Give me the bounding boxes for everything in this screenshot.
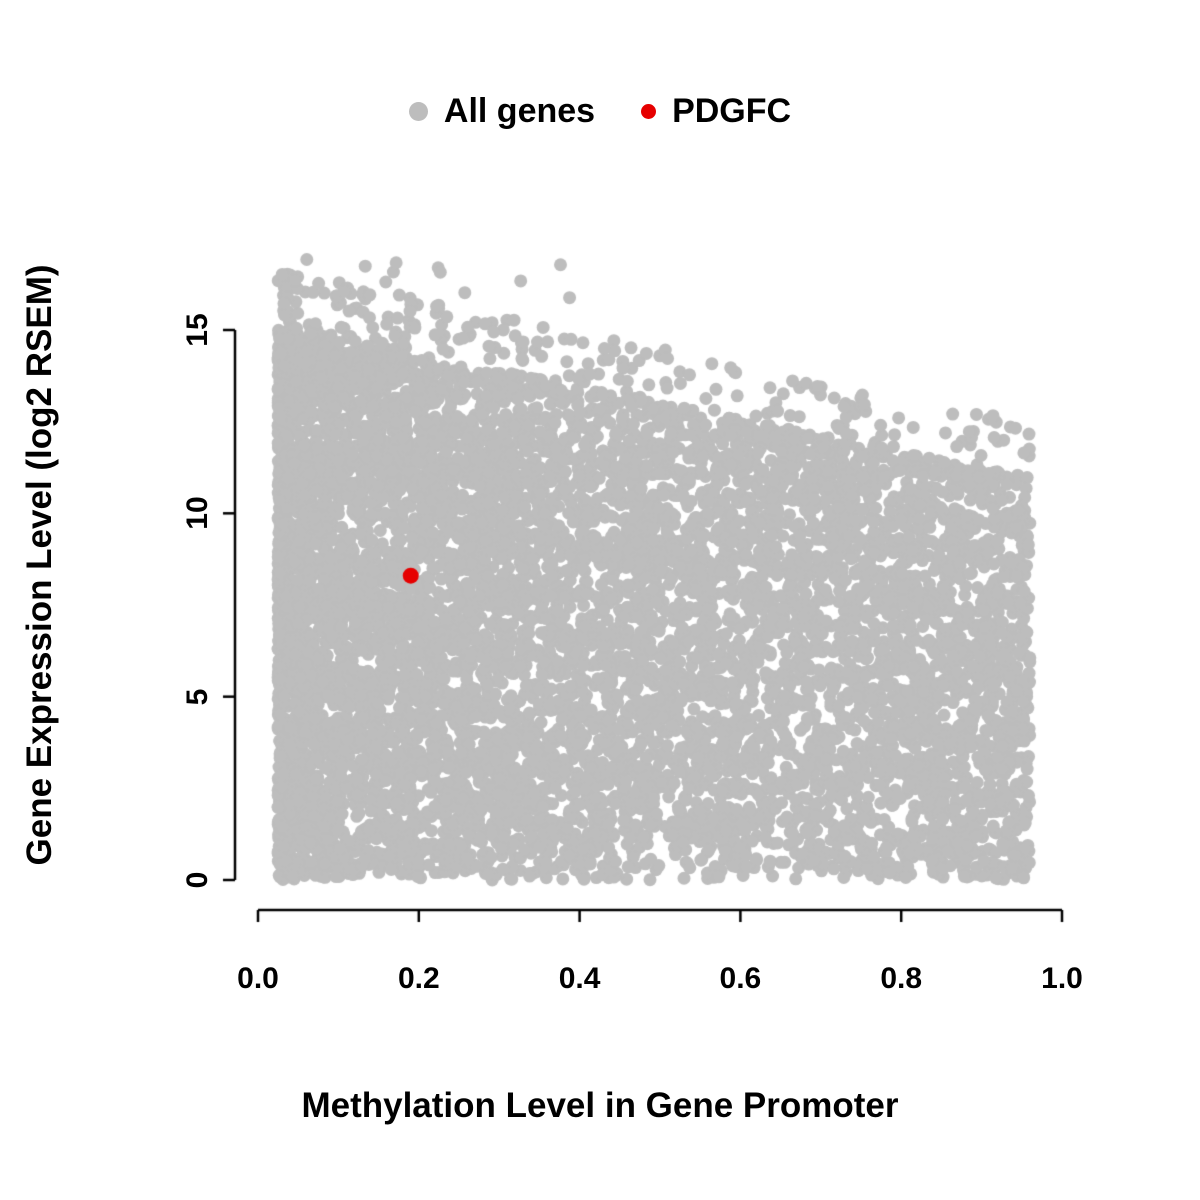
x-tick-label: 0.6 [719,962,762,995]
x-tick-label: 0.4 [558,962,601,995]
y-tick-label: 15 [181,313,214,347]
x-tick-label: 1.0 [1041,962,1083,995]
y-tick-label: 10 [181,496,214,531]
x-tick-label: 0.0 [237,962,279,995]
legend-item-all-genes: All genes [408,92,596,131]
legend-label-all-genes: All genes [443,92,596,130]
y-axis-title: Gene Expression Level (log2 RSEM) [20,264,59,866]
legend: All genes PDGFC [0,92,1200,131]
all-genes-dot-icon [408,102,428,121]
x-tick-label: 0.2 [397,962,440,995]
y-tick-label: 5 [181,688,214,705]
legend-item-pdgfc: PDGFC [641,92,791,131]
x-tick-label: 0.8 [880,962,923,995]
y-tick-label: 0 [181,871,214,889]
legend-label-pdgfc: PDGFC [672,92,792,130]
x-axis-title: Methylation Level in Gene Promoter [301,1086,899,1125]
pdgfc-dot-icon [641,104,657,119]
